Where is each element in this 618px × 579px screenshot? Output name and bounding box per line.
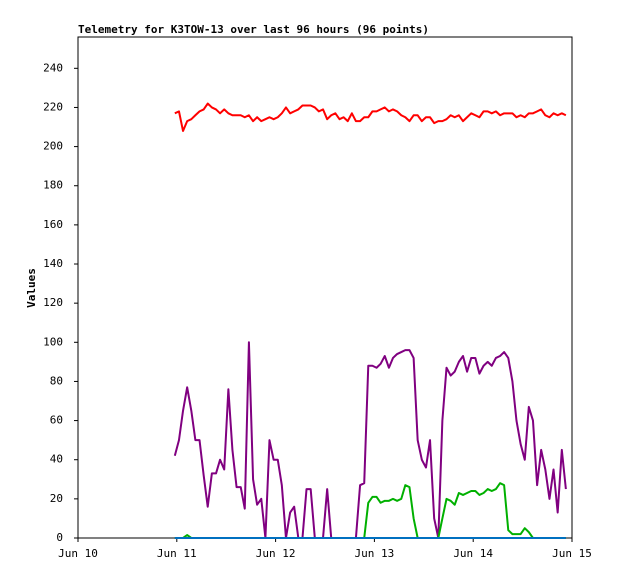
y-tick-label: 20: [50, 492, 63, 505]
y-tick-label: 220: [43, 100, 63, 113]
y-tick-label: 160: [43, 218, 63, 231]
y-axis-label: Values: [25, 268, 38, 308]
series-line: [174, 102, 567, 132]
y-tick-label: 180: [43, 179, 63, 192]
y-tick-label: 200: [43, 140, 63, 153]
y-tick-label: 80: [50, 374, 63, 387]
x-tick-label: Jun 14: [453, 547, 493, 560]
x-tick-label: Jun 13: [355, 547, 395, 560]
y-tick-label: 100: [43, 335, 63, 348]
chart-title: Telemetry for K3TOW-13 over last 96 hour…: [78, 23, 429, 36]
y-tick-label: 0: [56, 531, 63, 544]
y-tick-label: 40: [50, 453, 63, 466]
y-tick-label: 240: [43, 61, 63, 74]
x-tick-label: Jun 12: [256, 547, 296, 560]
x-tick-label: Jun 10: [58, 547, 98, 560]
y-tick-label: 60: [50, 414, 63, 427]
y-tick-label: 120: [43, 296, 63, 309]
x-tick-label: Jun 15: [552, 547, 592, 560]
x-tick-label: Jun 11: [157, 547, 197, 560]
y-tick-label: 140: [43, 257, 63, 270]
series-line: [173, 341, 567, 539]
